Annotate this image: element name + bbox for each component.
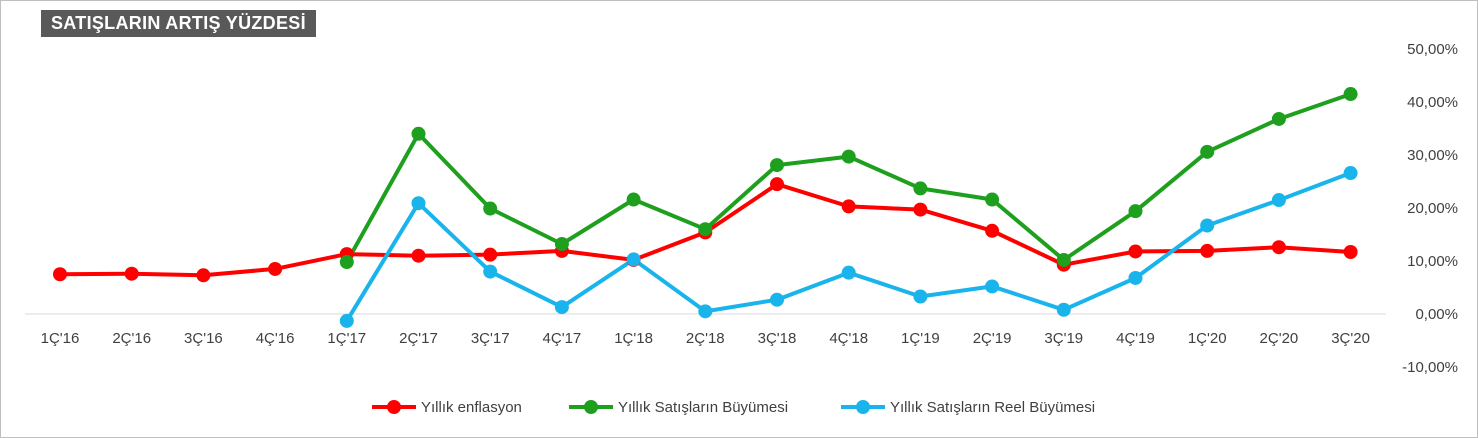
data-point <box>339 313 354 328</box>
x-tick-label: 1Ç'20 <box>1188 330 1227 347</box>
data-point <box>626 252 641 267</box>
legend-item-2: Yıllık Satışların Reel Büyümesi <box>841 399 1095 416</box>
data-point <box>554 300 569 315</box>
x-axis-ticks: 1Ç'16 2Ç'16 3Ç'16 4Ç'16 1Ç'17 2Ç'17 3Ç'17 4Ç'17… <box>41 330 1370 347</box>
data-point <box>411 248 426 263</box>
data-point <box>913 289 928 304</box>
data-point <box>1271 240 1286 255</box>
x-tick-label: 2Ç'19 <box>973 330 1012 347</box>
data-point <box>124 266 139 281</box>
x-tick-label: 2Ç'17 <box>399 330 438 347</box>
data-point <box>1343 166 1358 181</box>
y-tick-label: 10,00% <box>1407 253 1458 270</box>
x-tick-label: 1Ç'18 <box>614 330 653 347</box>
x-tick-label: 4Ç'19 <box>1116 330 1155 347</box>
y-tick-label: 30,00% <box>1407 147 1458 164</box>
data-point <box>698 304 713 319</box>
data-point <box>554 237 569 252</box>
legend-label: Yıllık enflasyon <box>421 399 522 416</box>
data-point <box>913 181 928 196</box>
data-point <box>626 192 641 207</box>
data-point <box>1343 244 1358 259</box>
data-point <box>985 279 1000 294</box>
data-point <box>1271 111 1286 126</box>
x-tick-label: 2Ç'18 <box>686 330 725 347</box>
data-point <box>1056 252 1071 267</box>
legend-swatch-marker <box>856 400 870 414</box>
data-point <box>1343 87 1358 102</box>
data-point <box>841 265 856 280</box>
data-point <box>196 268 211 283</box>
data-point <box>698 222 713 237</box>
data-point <box>841 199 856 214</box>
x-tick-label: 4Ç'17 <box>543 330 582 347</box>
x-tick-label: 3Ç'19 <box>1044 330 1083 347</box>
data-point <box>411 126 426 141</box>
x-tick-label: 3Ç'18 <box>758 330 797 347</box>
legend-label: Yıllık Satışların Reel Büyümesi <box>890 399 1095 416</box>
data-point <box>483 201 498 216</box>
y-tick-label: 20,00% <box>1407 200 1458 217</box>
y-tick-label: 0,00% <box>1415 306 1458 323</box>
y-axis-ticks: 50,00% 40,00% 30,00% 20,00% 10,00% 0,00% -10,0… <box>1402 41 1458 376</box>
data-point <box>841 149 856 164</box>
data-point <box>1128 270 1143 285</box>
legend-label: Yıllık Satışların Büyümesi <box>618 399 788 416</box>
y-tick-label: -10,00% <box>1402 359 1458 376</box>
data-point <box>985 192 1000 207</box>
x-tick-label: 3Ç'17 <box>471 330 510 347</box>
x-tick-label: 3Ç'20 <box>1331 330 1370 347</box>
legend-item-0: Yıllık enflasyon <box>372 399 522 416</box>
data-point <box>985 223 1000 238</box>
legend: Yıllık enflasyon Yıllık Satışların Büyüme… <box>372 399 1095 416</box>
data-point <box>1271 193 1286 208</box>
series-line-1 <box>345 92 1352 264</box>
data-point <box>339 255 354 270</box>
y-tick-label: 40,00% <box>1407 94 1458 111</box>
legend-swatch-marker <box>387 400 401 414</box>
series-lines <box>59 92 1352 322</box>
data-point <box>1056 302 1071 317</box>
data-point <box>268 261 283 276</box>
x-tick-label: 4Ç'16 <box>256 330 295 347</box>
chart-title: SATIŞLARIN ARTIŞ YÜZDESİ <box>41 10 316 37</box>
data-point <box>411 196 426 211</box>
series-line-2 <box>345 171 1352 322</box>
y-tick-label: 50,00% <box>1407 41 1458 58</box>
x-tick-label: 2Ç'16 <box>112 330 151 347</box>
legend-swatch-marker <box>584 400 598 414</box>
data-point <box>1128 244 1143 259</box>
x-tick-label: 1Ç'16 <box>41 330 80 347</box>
data-point <box>1200 144 1215 159</box>
x-tick-label: 4Ç'18 <box>829 330 868 347</box>
legend-item-1: Yıllık Satışların Büyümesi <box>569 399 788 416</box>
x-tick-label: 1Ç'19 <box>901 330 940 347</box>
data-point <box>1200 218 1215 233</box>
data-point <box>913 202 928 217</box>
x-tick-label: 1Ç'17 <box>327 330 366 347</box>
data-point <box>770 158 784 173</box>
data-point <box>1128 204 1143 219</box>
x-tick-label: 3Ç'16 <box>184 330 223 347</box>
series-points <box>53 87 1358 328</box>
x-tick-label: 2Ç'20 <box>1260 330 1299 347</box>
data-point <box>483 247 498 262</box>
data-point <box>53 267 67 282</box>
data-point <box>483 264 498 279</box>
data-point <box>770 292 784 307</box>
data-point <box>1200 243 1215 258</box>
data-point <box>770 177 784 192</box>
